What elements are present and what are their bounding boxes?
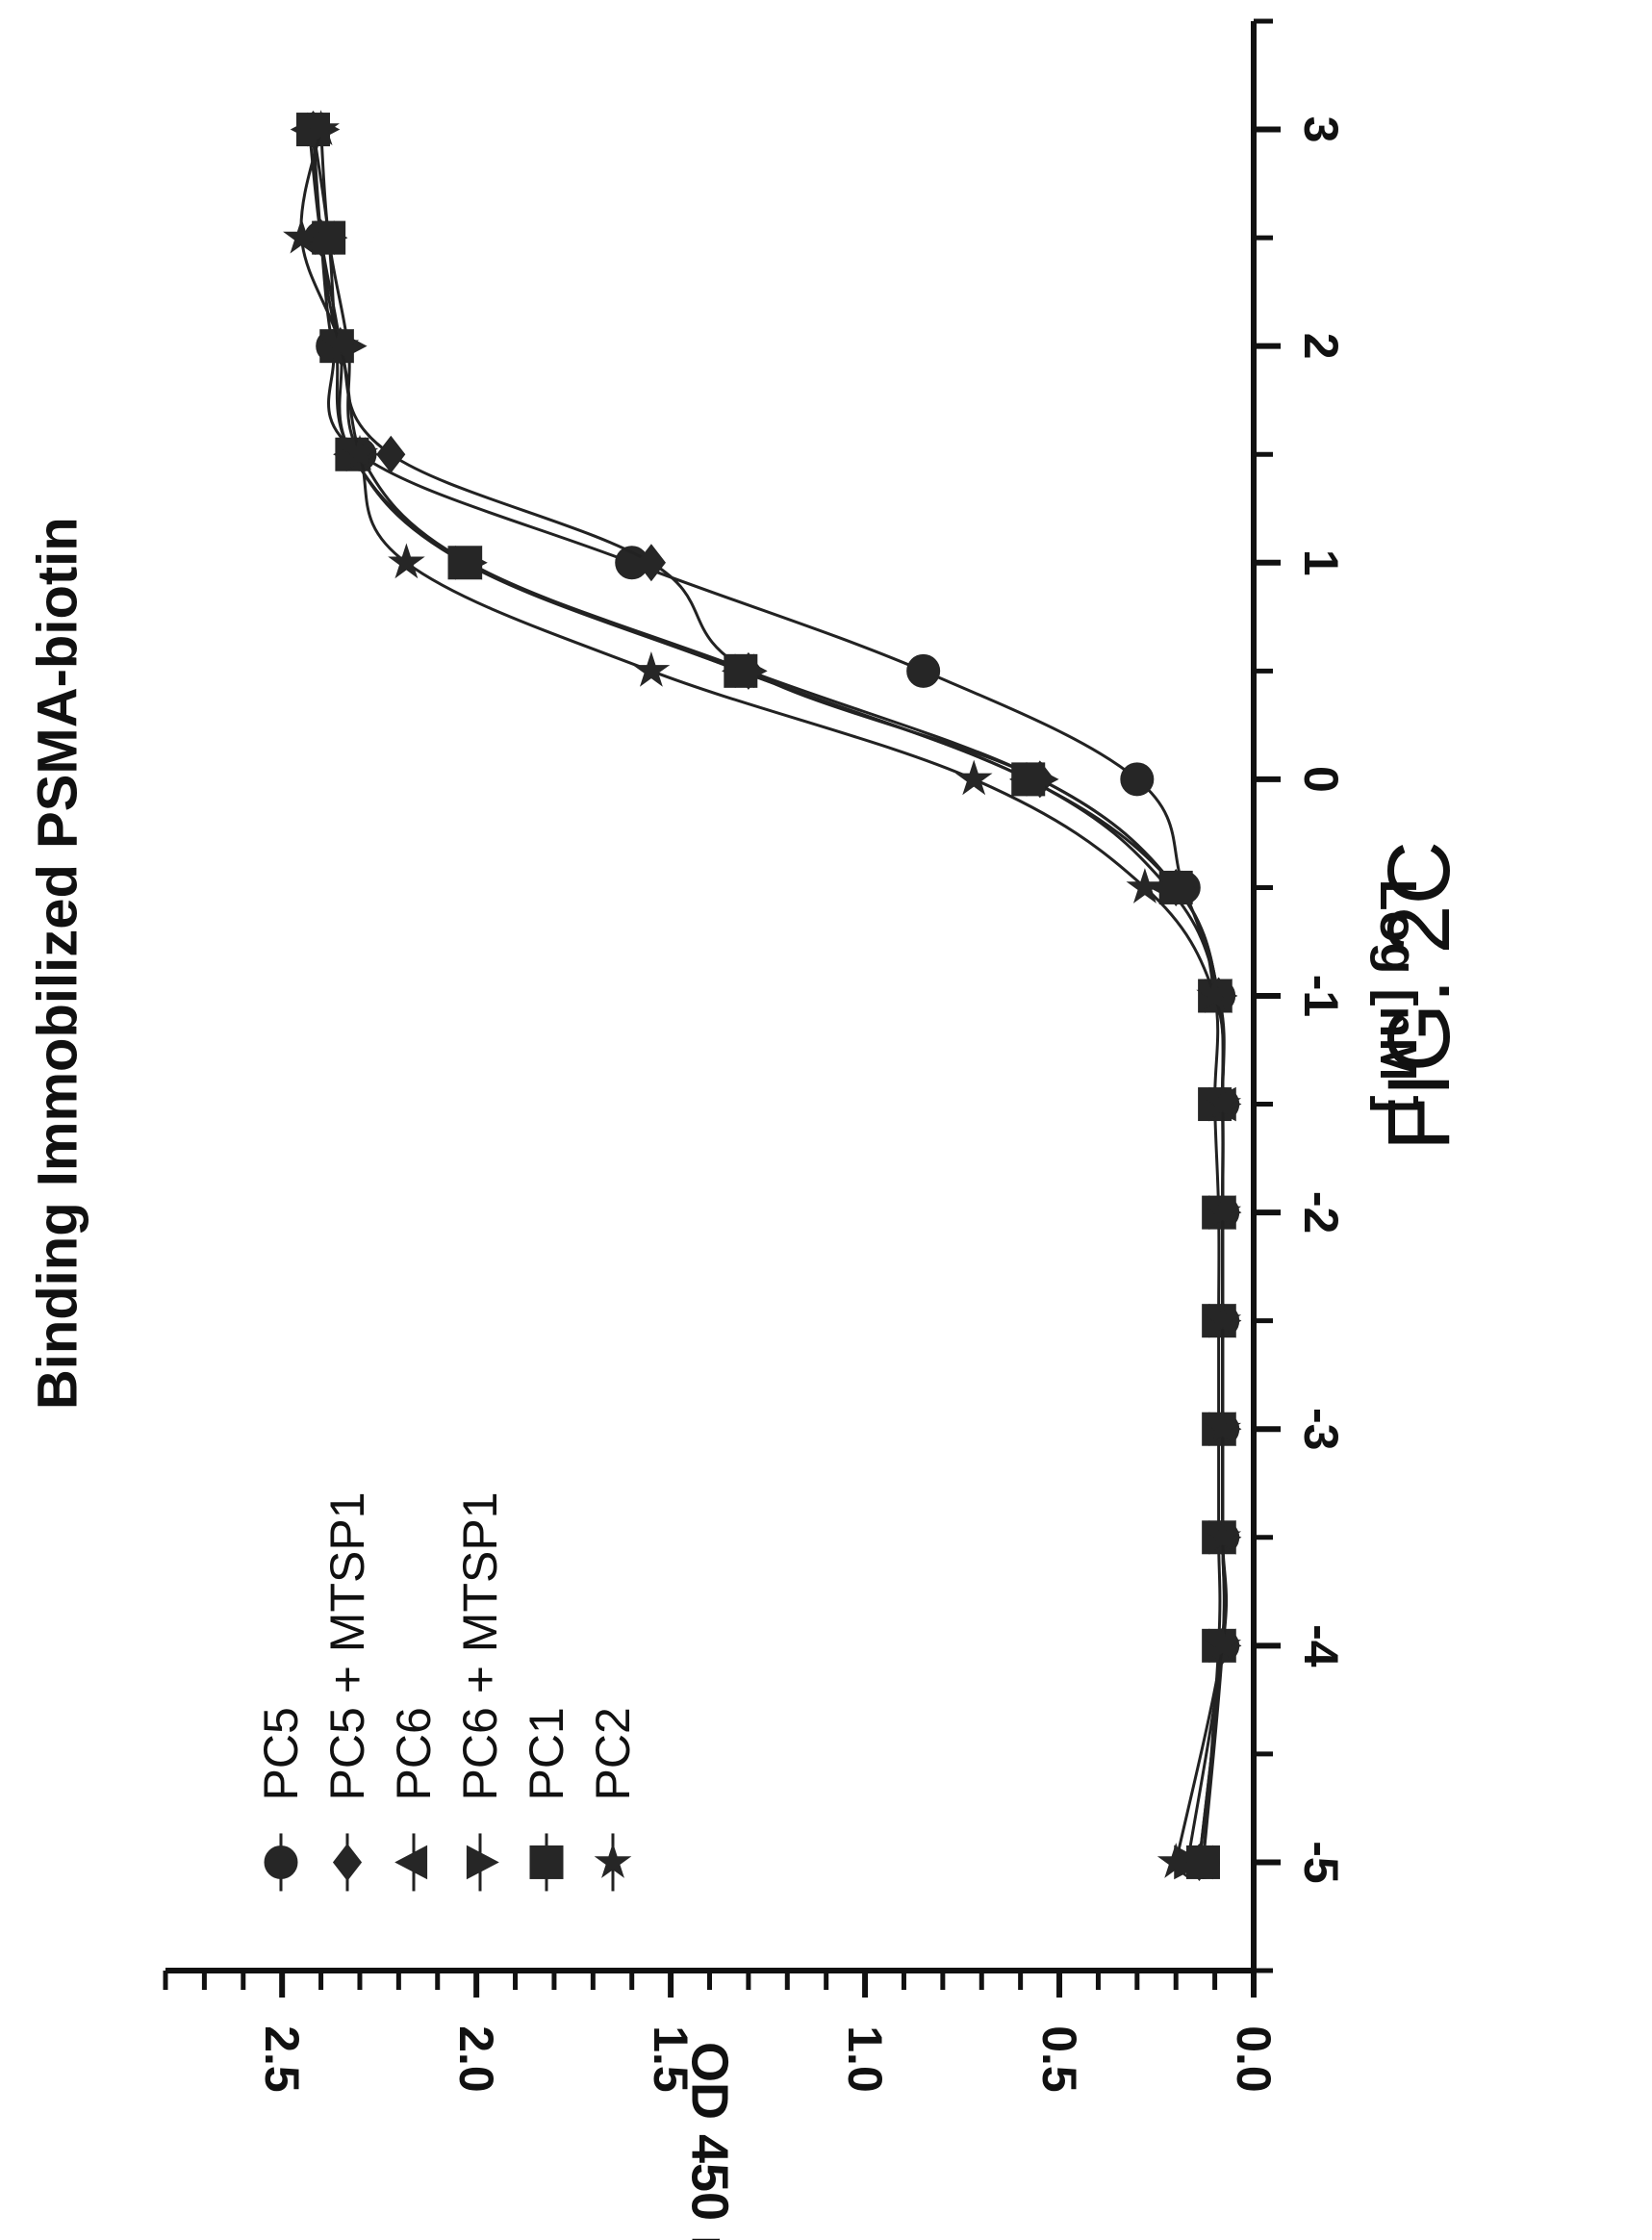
marker-shape <box>1156 1843 1195 1878</box>
marker-shape <box>447 546 482 580</box>
marker-shape <box>341 434 379 471</box>
legend-label: PC6 <box>387 1707 441 1800</box>
data-point <box>1204 1192 1242 1229</box>
marker-shape <box>466 1845 499 1880</box>
marker-shape <box>302 110 340 146</box>
x-tick-label: -3 <box>1294 1408 1348 1450</box>
data-point <box>632 650 671 687</box>
series-line <box>312 129 1222 1863</box>
series-line <box>299 129 1229 1863</box>
data-point <box>302 110 340 146</box>
chart-title: Binding Immobilized PSMA-biotin <box>27 517 89 1410</box>
data-point <box>447 546 482 580</box>
marker-shape <box>1204 1084 1242 1121</box>
legend-label: PC5 <box>254 1707 308 1800</box>
legend-label: PC5 + MTSP1 <box>320 1491 374 1800</box>
data-point <box>906 653 941 688</box>
x-tick-label: -4 <box>1294 1624 1348 1667</box>
legend-label: PC6 + MTSP1 <box>453 1491 507 1800</box>
data-point <box>954 759 993 796</box>
data-point <box>636 544 666 582</box>
data-point <box>1204 1301 1242 1337</box>
data-point <box>376 435 406 473</box>
data-point <box>1156 1843 1195 1878</box>
legend-label: PC2 <box>586 1707 640 1800</box>
marker-shape <box>906 653 941 688</box>
marker-shape <box>632 650 671 687</box>
marker-shape <box>1204 1409 1242 1445</box>
y-tick-label: 0.5 <box>1032 2025 1086 2093</box>
data-point <box>1204 1517 1242 1554</box>
marker-shape <box>1120 762 1155 797</box>
x-tick-label: -5 <box>1294 1841 1348 1883</box>
data-point <box>388 543 425 579</box>
data-point <box>1185 1845 1220 1879</box>
x-axis-title: Log [nM ] <box>1369 879 1427 1113</box>
series-line <box>312 129 1226 1863</box>
data-point <box>1011 762 1046 797</box>
marker-shape <box>332 1843 363 1881</box>
data-point <box>1204 1084 1242 1121</box>
data-point <box>724 653 758 688</box>
marker-shape <box>1204 1192 1242 1229</box>
marker-shape <box>1204 1517 1242 1554</box>
marker-shape <box>394 1845 428 1880</box>
marker-shape <box>529 1845 564 1879</box>
x-tick-label: 2 <box>1294 333 1348 360</box>
legend-marker <box>529 1845 564 1879</box>
x-tick-label: 0 <box>1294 766 1348 793</box>
marker-shape <box>264 1845 298 1879</box>
marker-shape <box>312 220 346 255</box>
marker-shape <box>1126 868 1164 904</box>
data-point <box>1126 868 1164 904</box>
marker-shape <box>321 326 360 363</box>
legend-marker <box>466 1845 499 1880</box>
y-tick-label: 2.0 <box>449 2025 503 2093</box>
legend-marker <box>264 1845 298 1879</box>
marker-shape <box>1204 1301 1242 1337</box>
series-line <box>312 129 1227 1863</box>
data-point <box>1158 870 1193 904</box>
marker-shape <box>1185 1845 1220 1879</box>
y-tick-label: 0.0 <box>1227 2025 1281 2093</box>
marker-shape <box>1204 1625 1242 1662</box>
legend-marker <box>332 1843 363 1881</box>
data-point <box>312 220 346 255</box>
marker-shape <box>724 653 758 688</box>
marker-shape <box>954 759 993 796</box>
x-tick-label: 1 <box>1294 549 1348 576</box>
marker-shape <box>1011 762 1046 797</box>
data-point <box>283 217 320 254</box>
marker-shape <box>1158 870 1193 904</box>
data-point <box>1204 1625 1242 1662</box>
plot-area: -5 -4 -3 -2 -1 0 1 2 3 0.0 0.5 1.0 1.5 2.0 2.5 Log [nM … <box>27 18 1468 2240</box>
marker-shape <box>283 217 320 254</box>
data-point <box>341 434 379 471</box>
x-tick-label: 3 <box>1294 116 1348 143</box>
y-axis-title: OD 450 nm <box>681 2042 739 2240</box>
data-point <box>1204 1409 1242 1445</box>
legend-marker <box>394 1845 428 1880</box>
figure-label: FIG. 2C <box>1370 841 1468 1151</box>
data-point <box>1196 976 1233 1012</box>
marker-shape <box>594 1843 632 1878</box>
data-point <box>321 326 360 363</box>
y-tick-label: 2.5 <box>255 2025 309 2093</box>
legend-label: PC1 <box>520 1707 573 1800</box>
data-point <box>1120 762 1155 797</box>
y-tick-label: 1.0 <box>838 2025 892 2093</box>
x-tick-label: -2 <box>1294 1191 1348 1234</box>
series-line <box>308 129 1227 1863</box>
marker-shape <box>1196 976 1233 1012</box>
marker-shape <box>376 435 406 473</box>
legend-marker <box>594 1843 632 1878</box>
y-tick-label: 1.5 <box>644 2025 698 2093</box>
marker-shape <box>636 544 666 582</box>
marker-shape <box>388 543 425 579</box>
x-tick-label: -1 <box>1294 975 1348 1017</box>
